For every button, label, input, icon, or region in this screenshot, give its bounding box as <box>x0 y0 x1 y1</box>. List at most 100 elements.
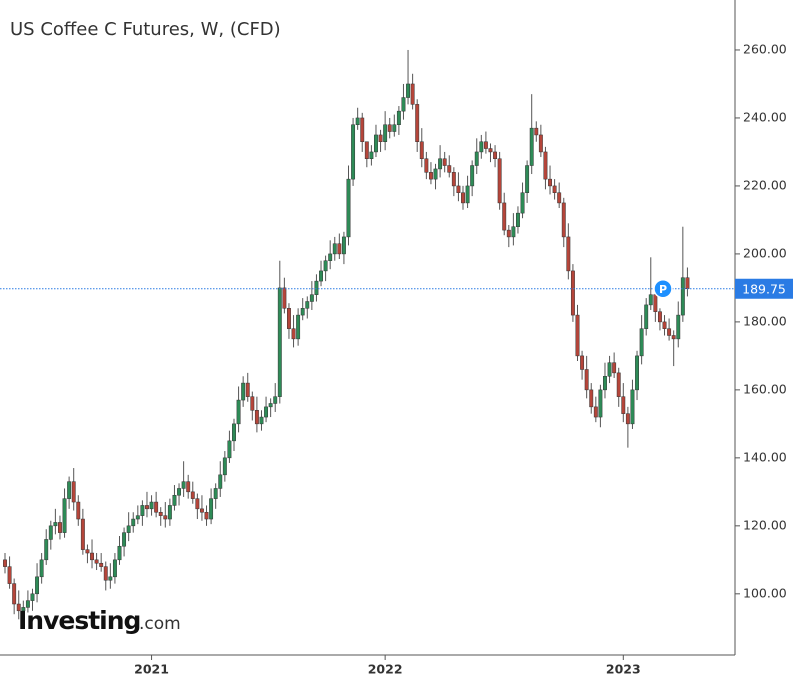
candle-body <box>195 498 200 510</box>
candle-body <box>589 389 594 408</box>
candle-body <box>112 559 117 578</box>
y-tick-label: 100.00 <box>743 585 787 600</box>
candle-body <box>360 117 365 142</box>
watermark-brand: Investing <box>18 606 140 635</box>
candle-body <box>612 362 617 374</box>
candle-body <box>479 141 484 153</box>
candle-body <box>419 141 424 159</box>
candle-body <box>442 158 447 166</box>
candle-body <box>236 399 241 425</box>
candle-body <box>438 158 443 170</box>
candle-body <box>172 494 177 506</box>
candle-body <box>204 511 209 520</box>
candle-body <box>39 559 44 578</box>
candle-body <box>639 328 644 357</box>
candle-body <box>213 488 218 499</box>
candle-body <box>603 376 607 391</box>
candle-body <box>218 474 223 489</box>
marker-label: P <box>659 283 667 296</box>
candle-body <box>250 396 255 411</box>
candle-body <box>35 576 40 595</box>
candle-body <box>401 97 406 112</box>
marker-badge <box>653 279 673 299</box>
candle-body <box>667 328 672 336</box>
candle-body <box>543 151 548 180</box>
candle-body <box>529 127 534 166</box>
candle-body <box>593 406 598 418</box>
candle-body <box>296 314 301 340</box>
candle-body <box>465 185 470 204</box>
candle-body <box>241 382 246 401</box>
candle-body <box>227 440 232 459</box>
candle-body <box>222 457 227 476</box>
candle-body <box>534 127 539 136</box>
candle-body <box>644 304 649 329</box>
candle-body <box>355 117 360 125</box>
candle-body <box>392 124 397 132</box>
y-tick-label: 140.00 <box>743 449 787 464</box>
candle-body <box>71 481 76 503</box>
candle-body <box>396 110 401 125</box>
candle-body <box>607 362 612 377</box>
last-price-label: 189.75 <box>742 281 786 296</box>
candle-body <box>16 603 21 612</box>
candle-body <box>167 505 172 520</box>
candle-body <box>12 583 17 605</box>
candle-body <box>548 178 552 187</box>
x-tick-label: 2021 <box>134 662 169 677</box>
y-tick-label: 160.00 <box>743 381 787 396</box>
candle-body <box>493 151 498 159</box>
candle-body <box>126 525 131 533</box>
candle-body <box>616 372 621 397</box>
candle-body <box>103 566 108 581</box>
candle-body <box>108 576 113 581</box>
candle-body <box>415 104 420 142</box>
candle-body <box>516 212 520 227</box>
y-tick-label: 240.00 <box>743 109 787 124</box>
candle-body <box>685 277 690 290</box>
candle-body <box>502 202 507 231</box>
candle-body <box>511 226 516 238</box>
candle-body <box>580 355 585 370</box>
candle-body <box>332 243 337 255</box>
candle-body <box>291 328 296 340</box>
candle-body <box>58 522 62 533</box>
candle-body <box>648 294 653 306</box>
candle-body <box>305 301 310 309</box>
candle-body <box>570 270 575 316</box>
candle-body <box>254 410 259 425</box>
candle-body <box>341 236 346 255</box>
candle-body <box>470 165 475 187</box>
candle-body <box>424 158 429 173</box>
candle-body <box>268 403 273 408</box>
candle-body <box>99 562 104 567</box>
candle-body <box>561 202 566 238</box>
candle-body <box>406 83 410 98</box>
candle-body <box>158 511 163 516</box>
candle-body <box>319 270 323 282</box>
candle-body <box>53 522 58 527</box>
candle-body <box>433 168 438 180</box>
candle-body <box>48 525 53 540</box>
chart-title: US Coffee C Futures, W, (CFD) <box>10 19 281 40</box>
candle-body <box>488 148 493 153</box>
candle-body <box>190 491 195 499</box>
candle-body <box>598 389 603 418</box>
candle-body <box>374 134 378 153</box>
candle-body <box>538 134 543 153</box>
candle-body <box>80 518 85 550</box>
candle-body <box>328 253 333 261</box>
candle-body <box>506 229 511 238</box>
candle-body <box>552 185 557 193</box>
candle-body <box>140 505 145 516</box>
candle-body <box>177 488 181 496</box>
candle-body <box>287 308 291 329</box>
candle-body <box>25 600 30 608</box>
candle-body <box>30 593 35 601</box>
candle-body <box>566 236 571 272</box>
x-tick-label: 2022 <box>368 662 403 677</box>
candle-body <box>447 165 452 173</box>
y-tick-label: 220.00 <box>743 177 787 192</box>
candle-body <box>337 243 342 255</box>
candle-body <box>653 294 658 312</box>
